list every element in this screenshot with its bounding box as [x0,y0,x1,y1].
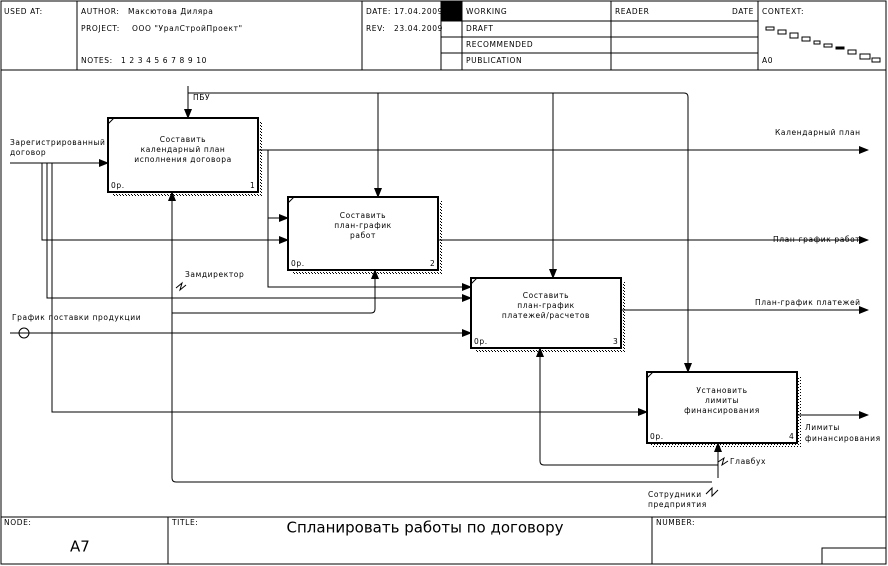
date: 17.04.2009 [394,7,443,16]
title-label: TITLE: [171,518,198,527]
footer [1,516,887,565]
node: A7 [70,538,90,556]
arrow-label: План-график работ [773,235,860,244]
status: RECOMMENDED [466,40,533,49]
box-text: финансирования [684,406,760,415]
arrow-label: Замдиректор [185,270,244,279]
reader: READER [615,7,649,16]
box-text: план-график [334,221,392,230]
arrow-label: финансирования [805,434,881,443]
box-cost: 0р. [474,337,488,346]
box-text: лимиты [705,396,739,405]
project-label: PROJECT: [81,24,120,33]
arrows [10,86,869,498]
header [1,1,886,71]
box-text: Составить [340,211,386,220]
box-text: работ [350,231,376,240]
status: DRAFT [466,24,494,33]
box-cost: 0р. [650,432,664,441]
arrow-label: График поставки продукции [12,313,141,322]
box-number: 1 [250,181,255,190]
arrow-label: договор [10,148,46,157]
arrow-label: предприятия [648,500,707,509]
rev-label: REV: [366,24,385,33]
notes-label: NOTES: [81,56,113,65]
context: CONTEXT: [762,7,804,16]
diagram-title: Спланировать работы по договору [287,519,564,537]
box-text: Установить [696,386,747,395]
box-text: платежей/расчетов [502,311,590,320]
used-at: USED AT: [4,7,43,16]
arrow-label: Зарегистрированный [10,138,106,147]
status: WORKING [466,7,507,16]
box-text: исполнения договора [134,155,232,164]
box-number: 2 [430,259,435,268]
rev: 23.04.2009 [394,24,443,33]
box-cost: 0р. [111,181,125,190]
reader-date: DATE [732,7,754,16]
arrow-label: Лимиты [805,423,840,432]
author: Максютова Диляра [128,7,213,16]
project: ООО "УралСтройПроект" [132,24,243,33]
context-node: A0 [762,56,773,65]
arrow-label: Главбух [730,457,766,466]
arrow-label: План-график платежей [755,298,861,307]
arrow-label: Календарный план [775,128,861,137]
status: PUBLICATION [466,56,522,65]
box-text: план-график [517,301,575,310]
box-number: 3 [613,337,618,346]
node-label: NODE: [4,518,32,527]
box-cost: 0р. [291,259,305,268]
author-label: AUTHOR: [81,7,119,16]
boxes [107,117,801,447]
date-label: DATE: [366,7,391,16]
arrow-label: Сотрудники [648,490,702,499]
box-text: календарный план [141,145,226,154]
box-text: Составить [160,135,206,144]
box-number: 4 [789,432,794,441]
arrow-label: ПБУ [193,93,210,102]
notes: 1 2 3 4 5 6 7 8 9 10 [121,56,207,65]
number-label: NUMBER: [656,518,695,527]
box-text: Составить [523,291,569,300]
